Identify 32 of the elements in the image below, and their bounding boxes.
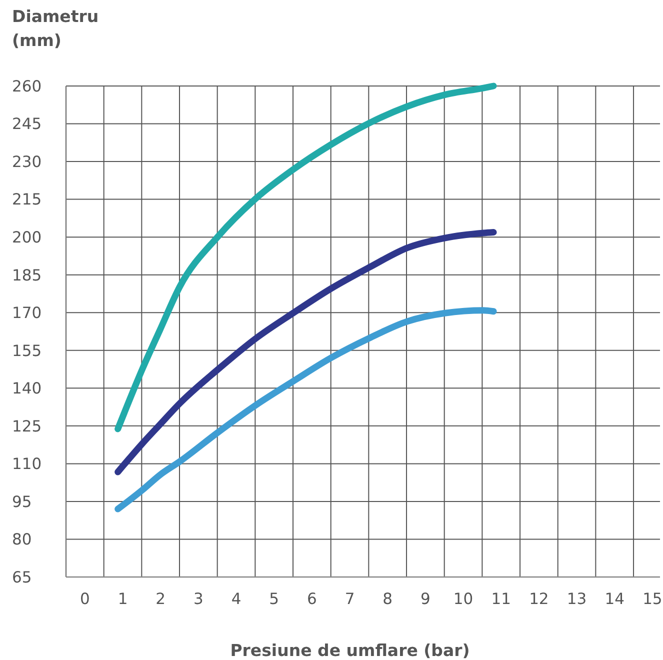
y-tick-label: 260: [12, 77, 42, 96]
x-tick-label: 8: [382, 590, 393, 608]
x-tick-label: 10: [453, 590, 474, 608]
x-tick-label: 0: [80, 590, 90, 608]
x-tick-label: 14: [604, 590, 624, 608]
x-tick-label: 1: [118, 590, 128, 608]
x-tick-label: 5: [269, 590, 280, 608]
x-tick-label: 12: [529, 590, 549, 608]
y-tick-label: 125: [12, 417, 42, 436]
x-axis-title: Presiune de umflare (bar): [230, 641, 470, 660]
y-tick-label: 155: [12, 342, 42, 360]
x-tick-label: 9: [420, 590, 430, 608]
y-axis-title: Diametru (mm): [12, 7, 99, 50]
y-tick-label: 80: [12, 530, 32, 549]
x-tick-label: 3: [193, 590, 204, 608]
y-tick-label: 245: [12, 115, 42, 134]
x-tick-label: 15: [642, 590, 662, 608]
y-tick-label: 110: [12, 455, 42, 474]
x-tick-label: 6: [306, 590, 317, 608]
y-tick-label: 230: [12, 152, 42, 171]
y-tick-label: 185: [12, 266, 42, 284]
y-tick-label: 95: [12, 492, 32, 511]
y-tick-label: 170: [12, 304, 42, 322]
x-tick-label: 2: [156, 590, 166, 608]
y-tick-label: 200: [12, 228, 42, 246]
x-tick-label: 11: [491, 590, 511, 608]
y-tick-label: 215: [12, 190, 42, 209]
x-tick-label: 4: [231, 590, 242, 608]
y-tick-label: 140: [12, 380, 42, 398]
x-tick-label: 13: [566, 590, 587, 608]
y-tick-label: 65: [12, 568, 32, 586]
x-tick-label: 7: [344, 590, 355, 608]
